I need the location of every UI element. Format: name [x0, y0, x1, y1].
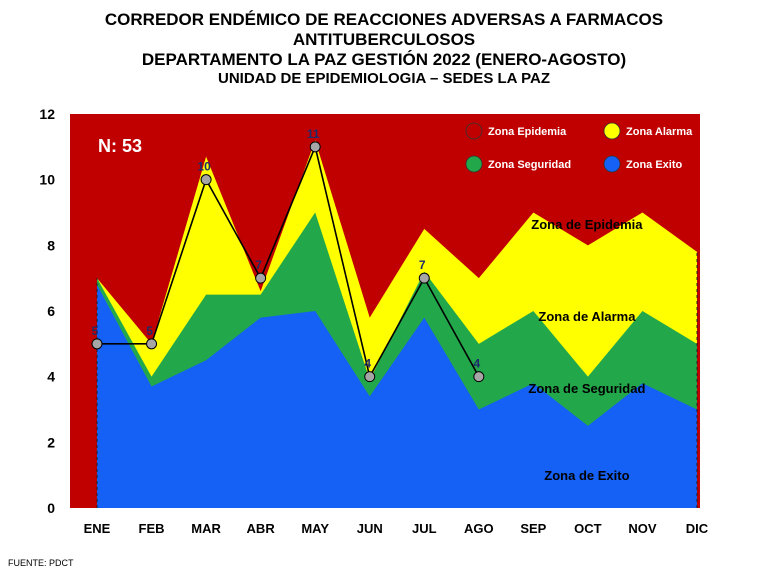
- legend-exito-icon: [603, 155, 621, 173]
- cases-point-may: [309, 141, 321, 153]
- x-tick-label-dic: DIC: [686, 521, 709, 536]
- cases-point-mar: [200, 174, 212, 186]
- legend-alarma-icon: [603, 122, 621, 140]
- cases-point-ago: [473, 371, 485, 383]
- x-tick-label-jun: JUN: [357, 521, 383, 536]
- legend-alarma-label: Zona Alarma: [626, 126, 693, 138]
- cases-value-label-feb: 5: [146, 324, 153, 338]
- legend-seguridad-icon: [465, 155, 483, 173]
- x-tick-label-abr: ABR: [247, 521, 276, 536]
- zone-label-0: Zona de Epidemia: [531, 217, 643, 232]
- legend-epidemia-label: Zona Epidemia: [488, 126, 567, 138]
- legend-exito-label: Zona Exito: [626, 159, 683, 171]
- n-label: N: 53: [98, 136, 142, 156]
- cases-value-label-may: 11: [307, 127, 320, 141]
- cases-value-label-ene: 5: [92, 324, 99, 338]
- zone-label-1: Zona de Alarma: [538, 309, 636, 324]
- chart-title: CORREDOR ENDÉMICO DE REACCIONES ADVERSAS…: [104, 10, 664, 29]
- chart-subtitle-unit: UNIDAD DE EPIDEMIOLOGIA – SEDES LA PAZ: [218, 70, 550, 87]
- cases-point-abr: [255, 272, 267, 284]
- chart-subtitle: DEPARTAMENTO LA PAZ GESTIÓN 2022 (ENERO-…: [141, 50, 627, 69]
- x-tick-label-may: MAY: [301, 521, 329, 536]
- y-tick-label: 6: [47, 303, 55, 319]
- x-tick-label-jul: JUL: [412, 521, 437, 536]
- cases-point-ene: [91, 338, 103, 350]
- cases-value-label-mar: 10: [197, 160, 211, 174]
- cases-value-label-ago: 4: [473, 357, 480, 371]
- source-note: FUENTE: PDCT: [8, 558, 74, 568]
- legend-epidemia-icon: [465, 122, 483, 140]
- area-exito: [97, 284, 697, 508]
- chart-title-block: CORREDOR ENDÉMICO DE REACCIONES ADVERSAS…: [0, 10, 768, 88]
- cases-value-label-abr: 7: [255, 258, 262, 272]
- y-tick-label: 8: [47, 237, 55, 253]
- legend-seguridad-label: Zona Seguridad: [488, 159, 571, 171]
- zone-label-3: Zona de Exito: [544, 468, 629, 483]
- y-tick-label: 4: [47, 369, 55, 385]
- y-tick-label: 0: [47, 500, 55, 516]
- zone-label-2: Zona de Seguridad: [528, 381, 645, 396]
- cases-point-jul: [418, 272, 430, 284]
- y-tick-label: 12: [39, 106, 55, 122]
- cases-point-feb: [146, 338, 158, 350]
- y-tick-label: 10: [39, 172, 55, 188]
- x-tick-label-ene: ENE: [84, 521, 111, 536]
- x-tick-label-oct: OCT: [574, 521, 602, 536]
- cases-value-label-jun: 4: [364, 357, 371, 371]
- cases-value-label-jul: 7: [419, 258, 426, 272]
- x-tick-label-nov: NOV: [628, 521, 657, 536]
- cases-line: [97, 144, 480, 379]
- x-tick-label-feb: FEB: [139, 521, 165, 536]
- x-tick-label-ago: AGO: [464, 521, 494, 536]
- x-tick-label-mar: MAR: [191, 521, 221, 536]
- x-tick-label-sep: SEP: [520, 521, 546, 536]
- y-tick-label: 2: [47, 434, 55, 450]
- chart-title-line-2: ANTITUBERCULOSOS: [292, 30, 476, 49]
- cases-point-jun: [364, 371, 376, 383]
